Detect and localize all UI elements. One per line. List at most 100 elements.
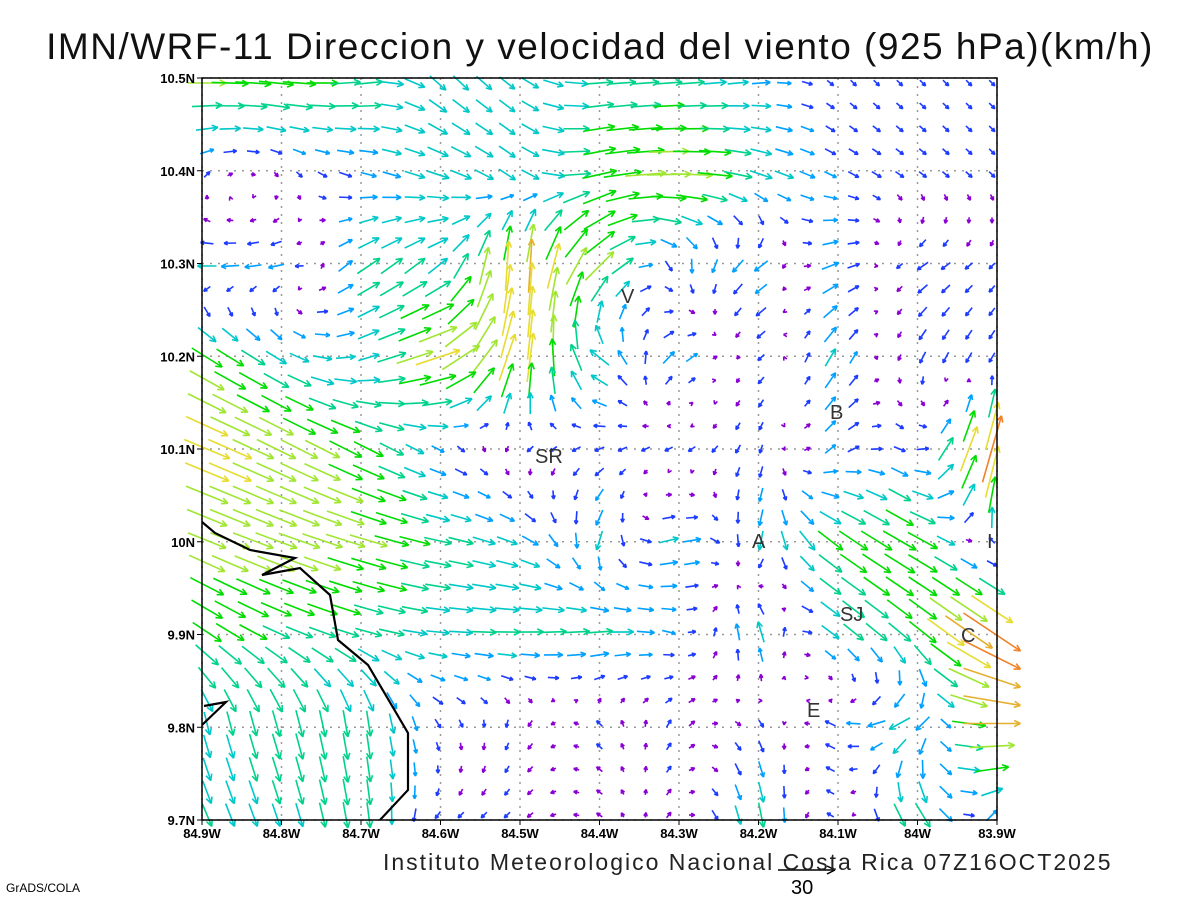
wind-arrow	[965, 171, 973, 179]
wind-arrow-head	[373, 353, 380, 360]
wind-arrow-head	[374, 104, 382, 110]
wind-arrow-head	[692, 332, 697, 337]
wind-arrow	[863, 509, 891, 526]
wind-arrow-head	[297, 286, 300, 291]
wind-arrow-shaft	[550, 394, 557, 412]
wind-arrow-head	[535, 609, 543, 614]
wind-arrow-head	[234, 127, 241, 133]
wind-arrow-head	[551, 338, 557, 346]
wind-arrow	[481, 788, 487, 796]
wind-arrow-head	[548, 366, 553, 374]
wind-arrow-head	[509, 178, 516, 181]
wind-arrow-shaft	[897, 782, 903, 803]
wind-arrow	[449, 628, 474, 637]
wind-arrow-head	[399, 471, 406, 479]
wind-arrow-head	[413, 726, 418, 732]
wind-arrow-head	[367, 706, 374, 712]
wind-arrow-shaft	[232, 485, 274, 505]
wind-arrow	[919, 692, 926, 709]
wind-arrow	[988, 148, 996, 156]
wind-arrow-head	[445, 398, 453, 402]
wind-arrow-head	[231, 338, 239, 342]
wind-arrow-head	[442, 519, 450, 523]
wind-arrow-shaft	[261, 394, 292, 412]
wind-arrow	[201, 780, 213, 805]
wind-arrow-head	[909, 548, 917, 551]
wind-arrow-head	[373, 329, 380, 336]
wind-arrow-head	[381, 540, 388, 547]
wind-arrow-head	[950, 464, 955, 471]
wind-arrow-head	[875, 333, 879, 338]
wind-arrow	[975, 763, 1010, 773]
wind-arrow-head	[470, 299, 475, 307]
wind-arrow	[689, 812, 696, 818]
wind-arrow	[593, 423, 606, 429]
wind-arrow	[941, 171, 950, 179]
wind-arrow-head	[511, 587, 519, 591]
wind-arrow	[527, 362, 536, 399]
wind-arrow-shaft	[280, 439, 319, 459]
wind-arrow	[312, 126, 334, 133]
wind-arrow-shaft	[800, 510, 815, 525]
wind-arrow-head	[442, 177, 450, 180]
wind-arrow-head	[421, 606, 429, 613]
wind-arrow-shaft	[399, 535, 431, 546]
wind-arrow	[448, 536, 474, 546]
wind-arrow-head	[831, 657, 836, 660]
wind-arrow	[342, 802, 351, 829]
wind-arrow-shaft	[356, 400, 382, 407]
wind-arrow-head	[215, 365, 223, 368]
wind-arrow-head	[397, 237, 403, 244]
wind-arrow	[847, 743, 860, 749]
wind-arrow-head	[782, 308, 786, 313]
wind-arrow-shaft	[562, 150, 591, 153]
wind-arrow-head	[645, 719, 649, 725]
wind-arrow	[804, 399, 811, 407]
wind-arrow-shaft	[611, 257, 634, 275]
wind-arrow-head	[278, 683, 286, 689]
wind-arrow-shaft	[698, 149, 731, 154]
wind-arrow-head	[736, 795, 742, 801]
wind-arrow-head	[374, 404, 382, 409]
wind-arrow	[642, 515, 650, 521]
wind-arrow-shaft	[574, 532, 578, 549]
wind-arrow-head	[896, 287, 900, 292]
wind-arrow	[402, 280, 428, 297]
wind-arrow-head	[533, 193, 538, 199]
wind-arrow-head	[648, 586, 654, 590]
wind-arrow	[618, 468, 627, 476]
wind-arrow-head	[209, 339, 217, 343]
wind-arrow-head	[722, 128, 730, 133]
wind-arrow-head	[1005, 620, 1013, 624]
wind-arrow	[590, 651, 610, 658]
wind-arrow	[896, 79, 904, 87]
wind-arrow	[871, 148, 882, 156]
wind-arrow-head	[691, 767, 696, 772]
wind-arrow-head	[528, 309, 534, 317]
wind-arrow-head	[783, 607, 787, 612]
wind-arrow-head	[487, 247, 491, 255]
wind-arrow-shaft	[569, 271, 584, 307]
wind-arrow	[400, 582, 429, 592]
wind-arrow-head	[348, 239, 353, 244]
wind-arrow-shaft	[374, 535, 409, 546]
wind-arrow-shaft	[427, 217, 449, 223]
wind-arrow-head	[597, 566, 602, 571]
wind-arrow-head	[418, 176, 425, 180]
wind-arrow-head	[218, 588, 225, 596]
wind-arrow-head	[443, 606, 451, 612]
wind-arrow-head	[941, 312, 944, 317]
wind-arrow	[873, 355, 879, 361]
wind-arrow-head	[808, 567, 815, 572]
wind-arrow-head	[347, 820, 351, 829]
wind-arrow-head	[389, 728, 395, 734]
wind-arrow-head	[898, 197, 903, 201]
wind-arrow-shaft	[963, 813, 975, 817]
wind-arrow-shaft	[821, 624, 840, 640]
wind-arrow-head	[205, 821, 213, 827]
wind-arrow-head	[510, 655, 517, 659]
wind-arrow	[873, 79, 881, 87]
wind-arrow-shaft	[662, 351, 675, 364]
wind-arrow	[475, 513, 494, 523]
wind-arrow-head	[421, 401, 429, 407]
